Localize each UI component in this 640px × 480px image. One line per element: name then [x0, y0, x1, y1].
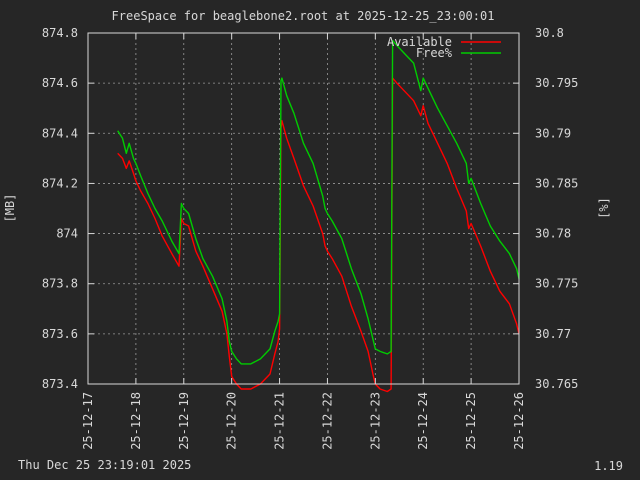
y-tick-label-right: 30.795: [535, 76, 578, 90]
x-tick-label: 25-12-23: [368, 392, 382, 450]
x-tick-label: 25-12-19: [177, 392, 191, 450]
y-axis-label-left: [MB]: [3, 194, 17, 223]
plot-frame: [87, 32, 520, 385]
y-tick-label-left: 873.6: [42, 327, 78, 341]
y-tick-label-left: 874.4: [42, 126, 78, 140]
y-tick-label-right: 30.78: [535, 227, 571, 241]
axis-ticks: 873.4 30.765 873.6 30.77 873.8 30.775 874 30.78…: [42, 26, 578, 450]
y-tick-label-right: 30.785: [535, 176, 578, 190]
x-tick-label: 25-12-25: [464, 392, 478, 450]
y-tick-label-right: 30.775: [535, 277, 578, 291]
y-tick-label-left: 874.6: [42, 76, 78, 90]
grid-lines: [88, 33, 519, 384]
footer-version: 1.19: [594, 459, 623, 473]
y-tick-label-right: 30.8: [535, 26, 564, 40]
x-tick-label: 25-12-18: [129, 392, 143, 450]
chart-title: FreeSpace for beaglebone2.root at 2025-1…: [112, 9, 495, 23]
y-tick-label-right: 30.79: [535, 126, 571, 140]
series-lines: [117, 39, 520, 393]
x-tick-label: 25-12-17: [81, 392, 95, 450]
series-line-free: [117, 39, 520, 365]
y-tick-label-left: 874.8: [42, 26, 78, 40]
y-tick-label-left: 873.4: [42, 377, 78, 391]
y-axis-label-right: [%]: [597, 197, 611, 219]
x-tick-label: 25-12-22: [320, 392, 334, 450]
footer-timestamp: Thu Dec 25 23:19:01 2025: [18, 458, 191, 472]
y-tick-label-right: 30.765: [535, 377, 578, 391]
y-tick-label-right: 30.77: [535, 327, 571, 341]
legend-label-available: Available: [387, 35, 452, 49]
y-tick-label-left: 874.2: [42, 176, 78, 190]
legend-label-free: Free%: [416, 46, 453, 60]
x-tick-label: 25-12-24: [416, 392, 430, 450]
y-tick-label-left: 874: [56, 227, 78, 241]
legend: Available Free%: [387, 35, 501, 60]
y-tick-label-left: 873.8: [42, 277, 78, 291]
series-line-available: [117, 77, 520, 393]
x-tick-label: 25-12-20: [225, 392, 239, 450]
x-tick-label: 25-12-26: [512, 392, 526, 450]
x-tick-label: 25-12-21: [273, 392, 287, 450]
